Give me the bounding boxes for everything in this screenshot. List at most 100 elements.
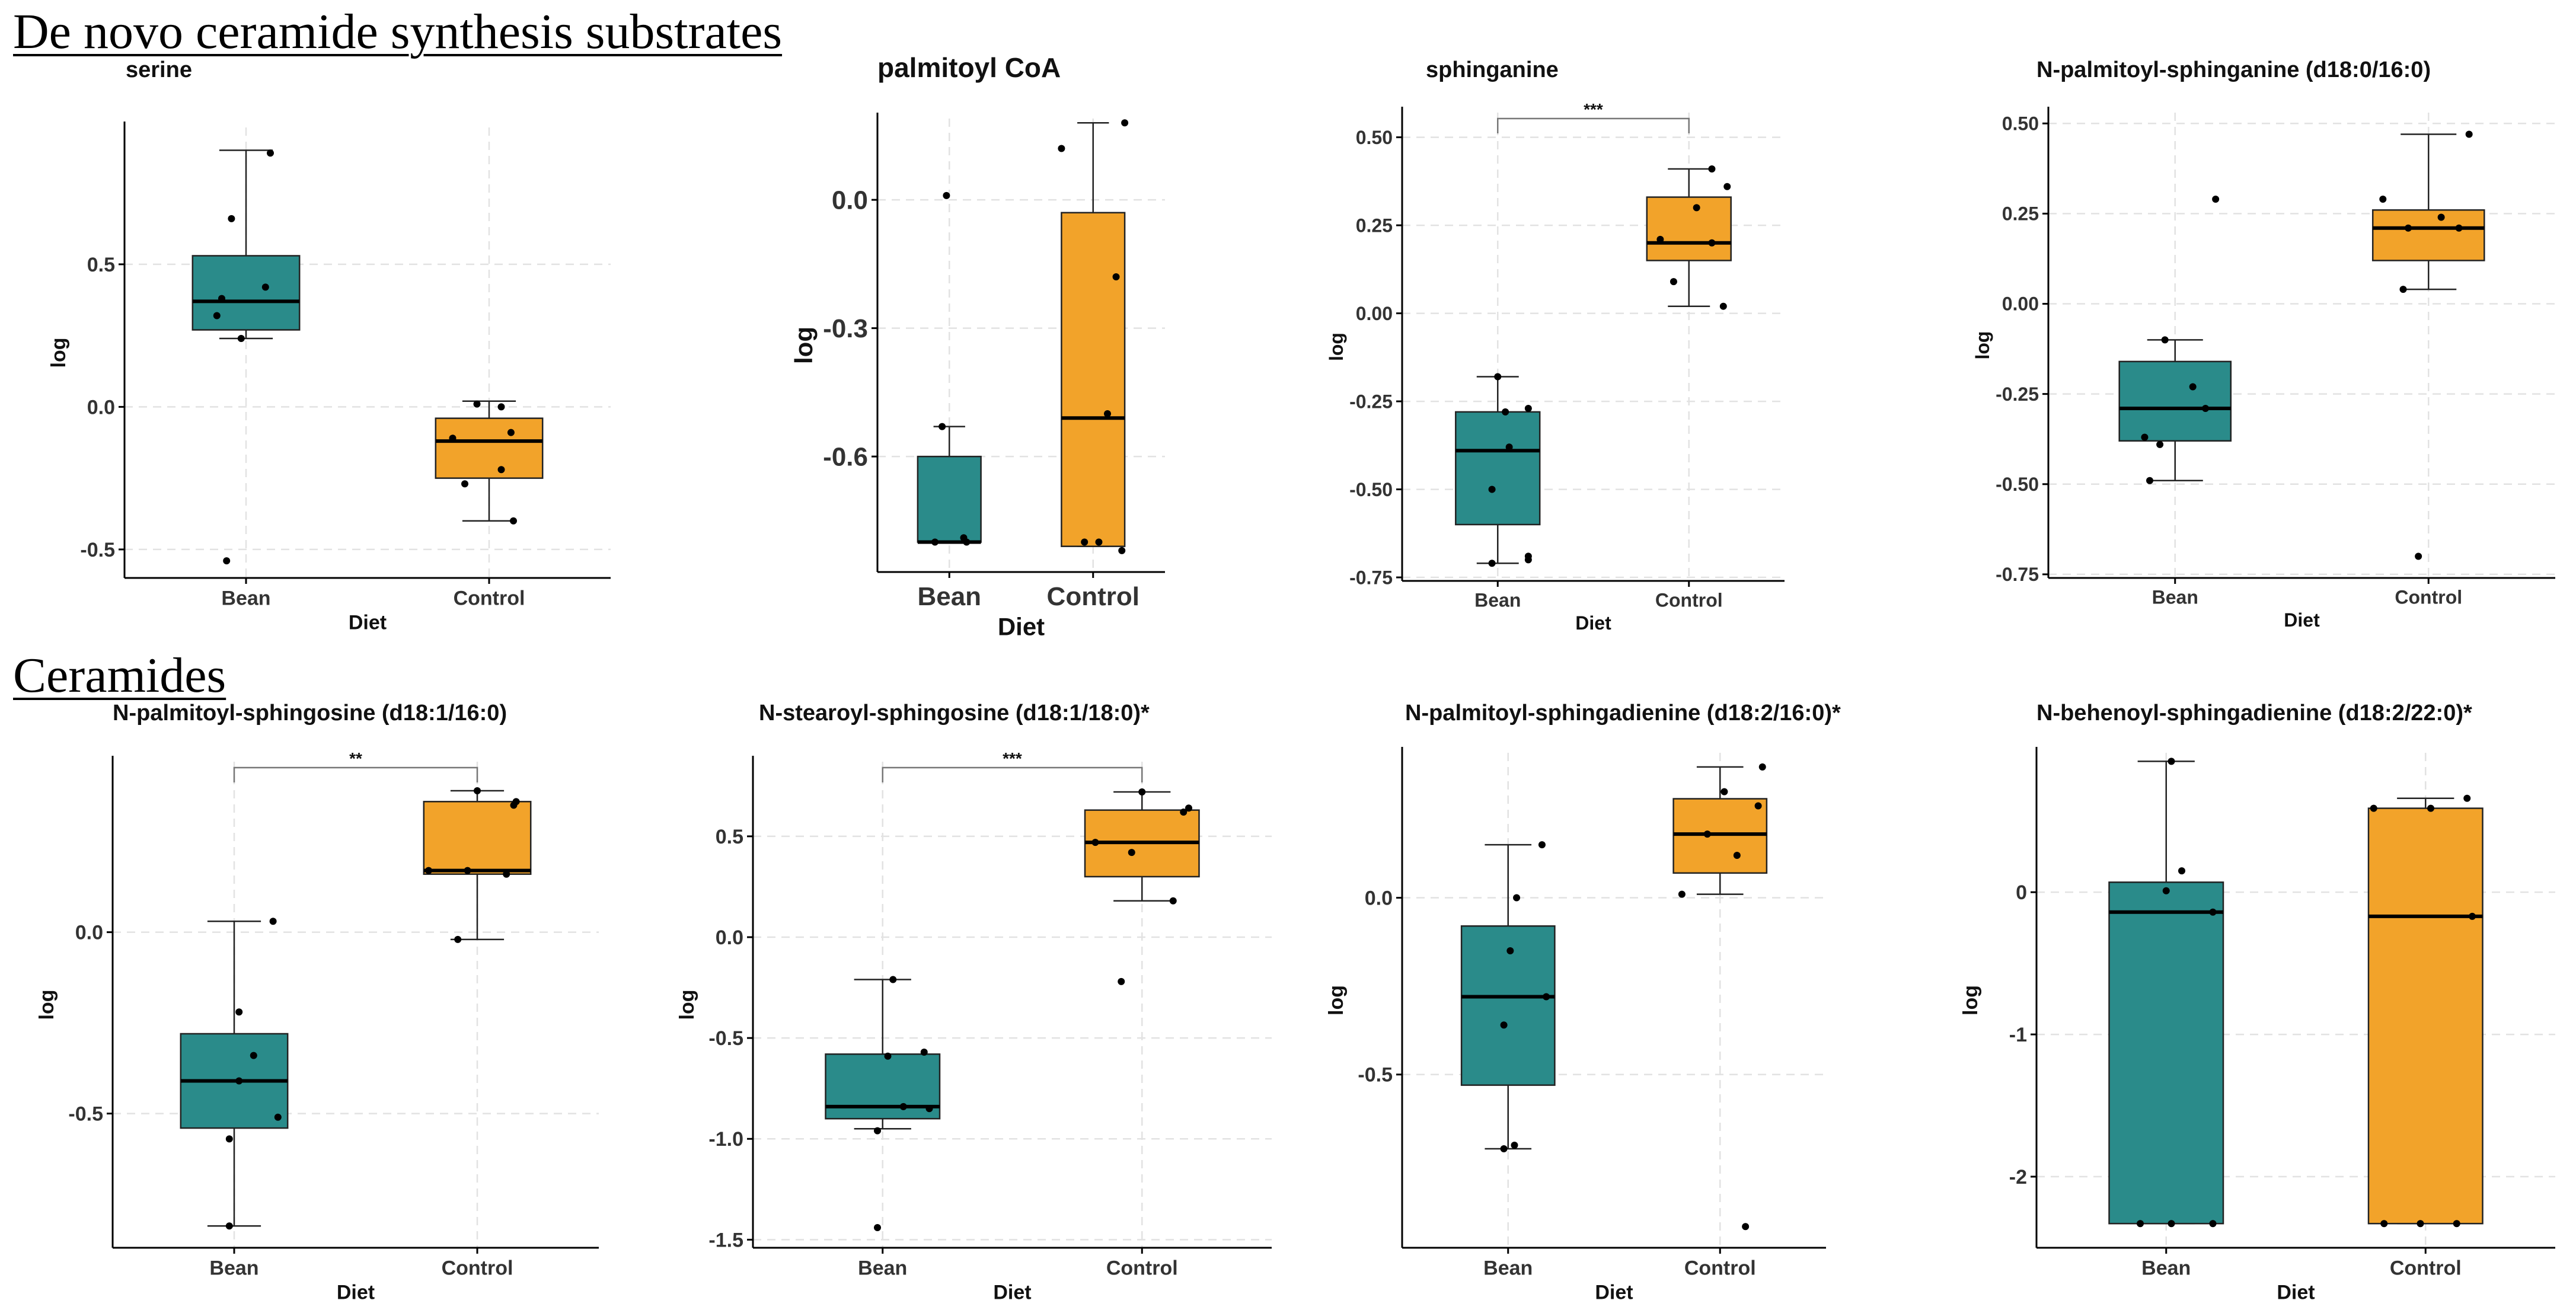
x-tick-label-control: Control	[1684, 1257, 1756, 1280]
data-point	[1058, 145, 1065, 152]
data-point	[943, 191, 950, 199]
data-point	[1678, 890, 1686, 898]
data-point	[920, 1048, 928, 1056]
data-point	[2146, 477, 2153, 484]
y-tick-label: 0.0	[75, 922, 103, 944]
data-point	[269, 918, 277, 925]
chart-panel-1: serine 0.5 0.0 -0.5 Bean Control Diet log	[47, 57, 611, 634]
significance-label: ***	[1003, 749, 1022, 768]
y-tick-label: -0.50	[1996, 474, 2039, 495]
data-point	[1112, 273, 1120, 281]
chart-panel-8: N-behenoyl-sphingadienine (d18:2/22:0)* 0…	[1959, 701, 2555, 1304]
data-point	[1138, 788, 1146, 796]
data-point	[1656, 235, 1664, 243]
data-point	[1505, 443, 1513, 451]
significance-bracket	[1497, 117, 1690, 133]
data-point	[1538, 841, 1546, 849]
panel-title: sphinganine	[1426, 57, 1559, 82]
data-point	[1081, 538, 1089, 546]
y-tick-label: -2	[2009, 1166, 2027, 1188]
box-control	[2371, 209, 2485, 261]
data-point	[931, 538, 939, 546]
box-control	[435, 417, 544, 479]
data-point	[2202, 404, 2210, 412]
section-heading-ceramides: Ceramides	[13, 648, 226, 703]
panel-title: N-palmitoyl-sphingadienine (d18:2/16:0)*	[1405, 701, 1841, 726]
x-tick-label-control: Control	[1655, 590, 1723, 611]
data-point	[2415, 552, 2422, 560]
significance-label: ***	[1584, 100, 1603, 119]
data-point	[1708, 165, 1716, 173]
y-tick-label: -0.75	[1996, 564, 2039, 585]
data-point	[449, 434, 457, 442]
y-axis-label: log	[36, 990, 58, 1020]
data-point	[497, 403, 505, 411]
panel-title: serine	[126, 57, 192, 82]
y-tick-label: 0.0	[716, 926, 743, 949]
y-tick-label: -0.50	[1349, 479, 1393, 500]
data-point	[1719, 302, 1727, 310]
data-point	[425, 867, 432, 874]
y-tick-label: 0.25	[1356, 215, 1393, 236]
data-point	[1524, 556, 1532, 564]
data-point	[1720, 788, 1728, 795]
data-point	[1121, 119, 1129, 127]
box-control	[2367, 807, 2484, 1225]
data-point	[1488, 560, 1496, 567]
x-tick-label-bean: Bean	[917, 582, 981, 611]
data-point	[1733, 851, 1741, 859]
y-tick-label: -0.5	[80, 539, 115, 561]
data-point	[1543, 993, 1550, 1001]
y-tick-label: -1.5	[708, 1229, 743, 1251]
data-point	[223, 557, 231, 565]
data-point	[899, 1103, 907, 1110]
data-point	[1128, 849, 1135, 857]
data-point	[1708, 239, 1716, 247]
data-point	[510, 517, 517, 525]
data-point	[2156, 440, 2164, 448]
data-point	[1693, 204, 1700, 212]
data-point	[1502, 408, 1509, 416]
data-point	[2417, 1220, 2424, 1228]
data-point	[2137, 1220, 2144, 1228]
y-tick-label: 0.00	[1356, 303, 1393, 324]
x-tick-label-bean: Bean	[2141, 1257, 2191, 1280]
significance-label: **	[349, 749, 362, 768]
data-point	[2189, 383, 2197, 391]
x-axis-label: Diet	[349, 612, 387, 634]
x-axis-label: Diet	[993, 1282, 1031, 1304]
panel-title: N-stearoyl-sphingosine (d18:1/18:0)*	[759, 701, 1150, 726]
data-point	[874, 1127, 881, 1135]
x-tick-label-control: Control	[1047, 582, 1139, 611]
x-tick-label-bean: Bean	[1474, 590, 1521, 611]
data-point	[454, 935, 462, 943]
x-tick-label-bean: Bean	[221, 587, 270, 610]
data-point	[1185, 804, 1192, 812]
x-tick-label-bean: Bean	[209, 1257, 258, 1280]
x-tick-label-control: Control	[454, 587, 525, 610]
data-point	[884, 1052, 892, 1060]
data-point	[889, 976, 897, 983]
y-axis-label: log	[676, 990, 698, 1020]
data-point	[2161, 336, 2169, 344]
box-bean	[825, 1053, 941, 1120]
data-point	[1494, 373, 1502, 381]
data-point	[218, 295, 225, 302]
significance-bracket	[233, 766, 478, 782]
x-axis-label: Diet	[2284, 609, 2320, 631]
data-point	[2380, 1220, 2388, 1228]
x-tick-label-bean: Bean	[2152, 587, 2198, 608]
x-tick-label-bean: Bean	[1483, 1257, 1533, 1280]
data-point	[2463, 794, 2471, 802]
y-tick-label: -0.25	[1349, 391, 1393, 412]
data-point	[2209, 1220, 2217, 1228]
chart-panel-6: N-stearoyl-sphingosine (d18:1/18:0)* 0.5 0…	[676, 701, 1272, 1304]
box-bean	[2118, 360, 2232, 442]
data-point	[2437, 213, 2445, 221]
y-axis-label: log	[1959, 985, 1982, 1015]
data-point	[228, 215, 235, 222]
data-point	[1104, 410, 1111, 417]
y-tick-label: -0.75	[1349, 567, 1393, 588]
